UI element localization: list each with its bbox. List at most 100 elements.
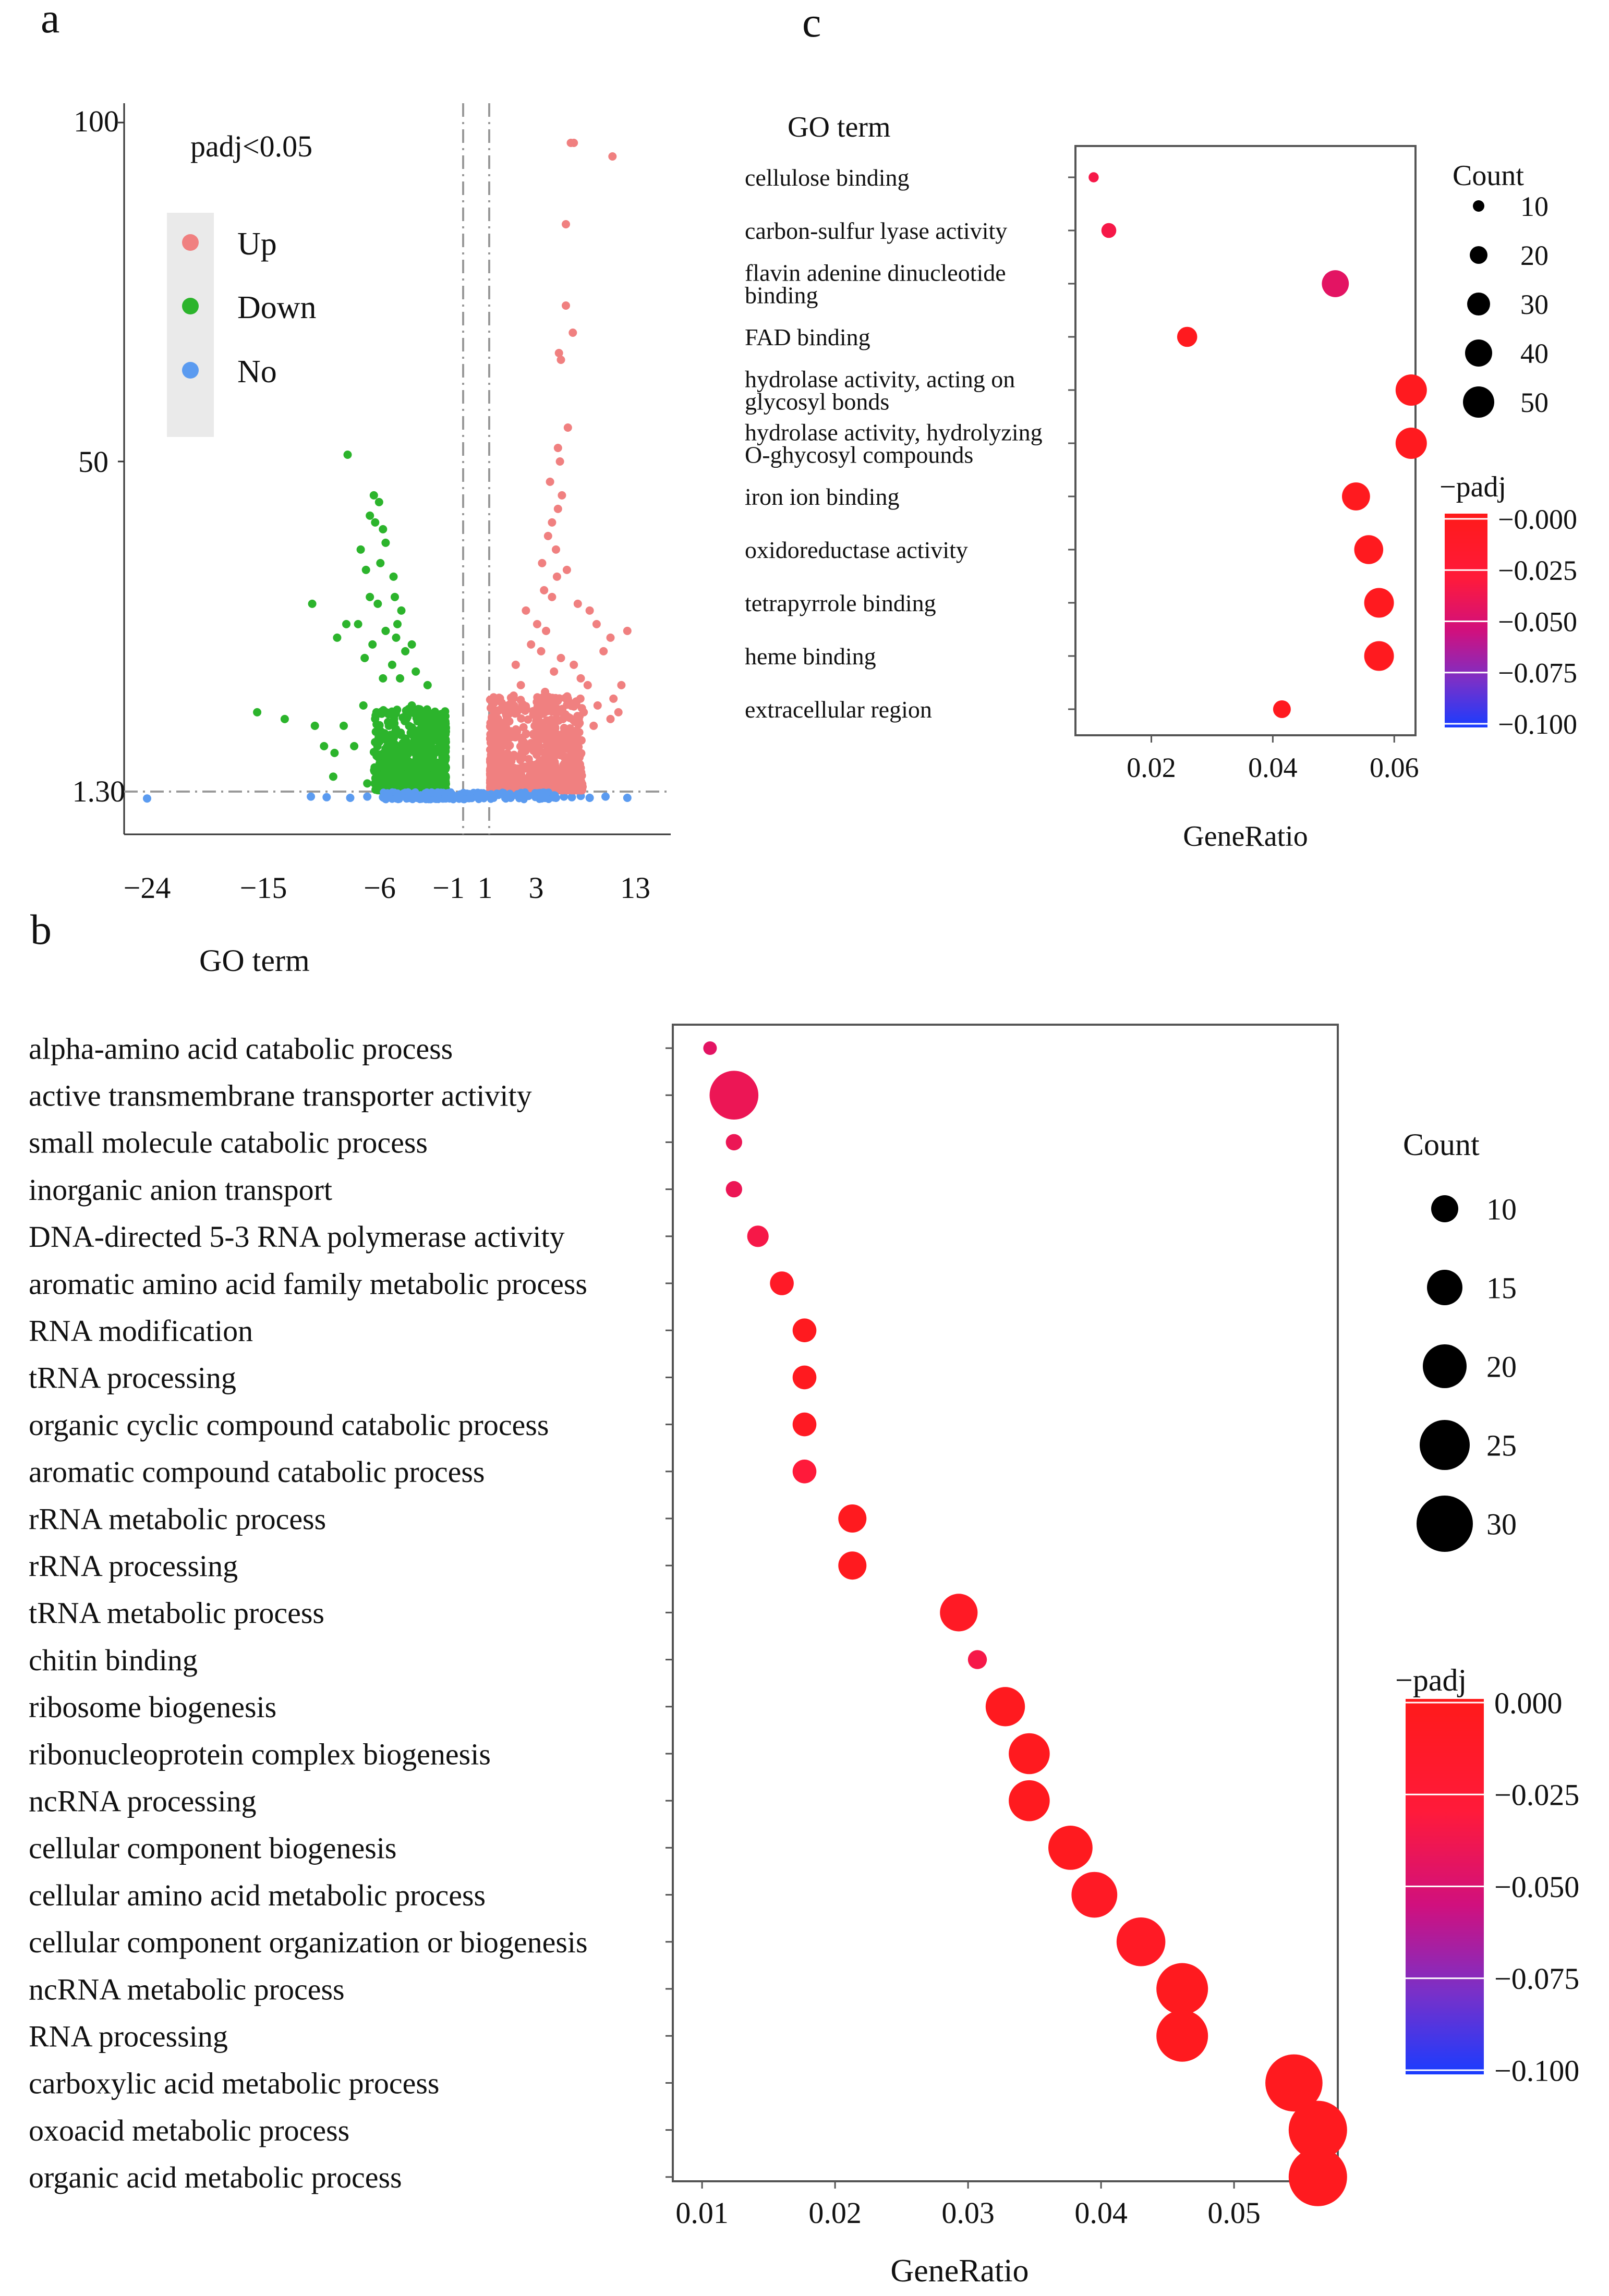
volcano-point-down bbox=[391, 592, 399, 601]
volcano-point-up bbox=[542, 626, 550, 635]
dot-point bbox=[770, 1271, 794, 1295]
volcano-point-up bbox=[533, 619, 541, 628]
volcano-point-up bbox=[552, 572, 561, 581]
volcano-point-up bbox=[510, 764, 519, 772]
x-tick-label: 0.04 bbox=[1248, 752, 1298, 783]
dot-point bbox=[1177, 326, 1197, 347]
volcano-xtick-label: −24 bbox=[124, 871, 171, 905]
volcano-ytick-label: 50 bbox=[78, 445, 108, 479]
volcano-point-no bbox=[143, 794, 151, 803]
volcano-point-up bbox=[552, 715, 561, 724]
volcano-point-down bbox=[413, 753, 421, 762]
volcano-point-up bbox=[592, 619, 601, 628]
volcano-point-up bbox=[516, 756, 525, 764]
volcano-point-down bbox=[429, 732, 437, 740]
volcano-point-up bbox=[542, 716, 551, 725]
volcano-point-no bbox=[307, 792, 316, 801]
volcano-point-no bbox=[420, 795, 428, 803]
panel-label-c: c bbox=[802, 0, 821, 46]
dot-point bbox=[792, 1460, 817, 1484]
volcano-point-down bbox=[438, 758, 447, 767]
dot-point bbox=[940, 1594, 978, 1632]
volcano-point-up bbox=[486, 734, 494, 743]
dot-point bbox=[1342, 482, 1370, 511]
volcano-point-up bbox=[565, 758, 574, 767]
category-label: DNA-directed 5-3 RNA polymerase activity bbox=[29, 1220, 565, 1254]
volcano-point-up bbox=[527, 739, 536, 748]
dot-point bbox=[967, 1650, 987, 1669]
volcano-point-down bbox=[388, 660, 396, 669]
volcano-point-no bbox=[346, 794, 355, 802]
dotplot-c-xlabel: GeneRatio bbox=[1183, 820, 1308, 853]
color-legend-title-c: −padj bbox=[1439, 471, 1506, 503]
volcano-ytick-label: 100 bbox=[74, 104, 119, 138]
volcano-point-up bbox=[606, 633, 615, 642]
volcano-point-down bbox=[405, 722, 414, 731]
volcano-point-down bbox=[407, 769, 416, 778]
volcano-point-down bbox=[424, 743, 433, 751]
volcano-point-down bbox=[253, 708, 262, 716]
volcano-point-up bbox=[608, 152, 617, 161]
volcano-point-no bbox=[475, 796, 482, 804]
volcano-point-up bbox=[492, 755, 501, 764]
volcano-point-up bbox=[486, 765, 494, 773]
volcano-point-up bbox=[546, 477, 554, 486]
volcano-point-down bbox=[376, 558, 385, 567]
panel-label-a: a bbox=[41, 0, 59, 42]
legend-marker-down bbox=[182, 298, 199, 314]
dotplot-b-frame bbox=[672, 1024, 1339, 2182]
category-label: carbon-sulfur lyase activity bbox=[745, 217, 1007, 244]
color-legend-label: −0.025 bbox=[1494, 1778, 1579, 1812]
category-label: alpha-amino acid catabolic process bbox=[29, 1031, 453, 1065]
size-legend-label: 25 bbox=[1486, 1428, 1517, 1462]
size-legend-title-c: Count bbox=[1453, 160, 1524, 192]
volcano-point-up bbox=[534, 762, 542, 771]
dot-point bbox=[1364, 588, 1394, 618]
volcano-point-no bbox=[363, 792, 372, 801]
category-label: ribonucleoprotein complex biogenesis bbox=[29, 1737, 491, 1771]
category-label: tetrapyrrole binding bbox=[745, 590, 936, 616]
volcano-ytick-label: 1.30 bbox=[72, 774, 126, 808]
category-label: oxoacid metabolic process bbox=[29, 2113, 349, 2147]
volcano-point-no bbox=[601, 792, 610, 801]
volcano-point-down bbox=[412, 714, 421, 723]
volcano-point-down bbox=[389, 572, 398, 581]
volcano-point-up bbox=[536, 700, 544, 709]
size-legend-label: 20 bbox=[1486, 1350, 1517, 1383]
volcano-point-down bbox=[412, 667, 420, 676]
volcano-point-up bbox=[516, 681, 525, 689]
dot-point bbox=[1101, 223, 1117, 238]
volcano-point-up bbox=[488, 713, 497, 722]
volcano-point-up bbox=[490, 699, 499, 708]
volcano-point-down bbox=[396, 674, 404, 683]
volcano-point-up bbox=[526, 774, 535, 783]
volcano-point-no bbox=[459, 796, 467, 804]
category-label: RNA processing bbox=[29, 2020, 228, 2054]
volcano-point-up bbox=[548, 518, 557, 527]
x-tick-label: 0.01 bbox=[675, 2196, 729, 2230]
color-legend-label: −0.100 bbox=[1498, 709, 1577, 740]
volcano-point-down bbox=[369, 491, 378, 500]
color-legend-label: −0.075 bbox=[1494, 1962, 1579, 1996]
volcano-point-down bbox=[375, 735, 384, 744]
dot-point bbox=[792, 1318, 817, 1342]
size-legend-dot bbox=[1427, 1270, 1462, 1305]
volcano-point-down bbox=[372, 782, 381, 791]
volcano-annotation: padj<0.05 bbox=[190, 129, 312, 163]
volcano-point-up bbox=[499, 765, 508, 774]
volcano-point-down bbox=[333, 633, 342, 642]
volcano-point-down bbox=[370, 763, 379, 772]
size-legend-label: 15 bbox=[1486, 1271, 1517, 1305]
volcano-xtick-label: −1 bbox=[432, 871, 465, 905]
volcano-point-up bbox=[547, 762, 555, 771]
category-label: aromatic compound catabolic process bbox=[29, 1455, 485, 1489]
volcano-point-up bbox=[617, 681, 626, 689]
volcano-point-up bbox=[486, 722, 494, 731]
size-legend-dot bbox=[1423, 1344, 1467, 1388]
volcano-point-down bbox=[391, 766, 400, 774]
volcano-point-up bbox=[562, 301, 570, 310]
category-label: ribosome biogenesis bbox=[29, 1690, 276, 1724]
volcano-plot: 100 50 1.30 −24 −15 −6 −1 1 3 13 padj<0.… bbox=[72, 103, 671, 905]
dot-point bbox=[703, 1041, 717, 1055]
volcano-point-down bbox=[394, 776, 403, 785]
